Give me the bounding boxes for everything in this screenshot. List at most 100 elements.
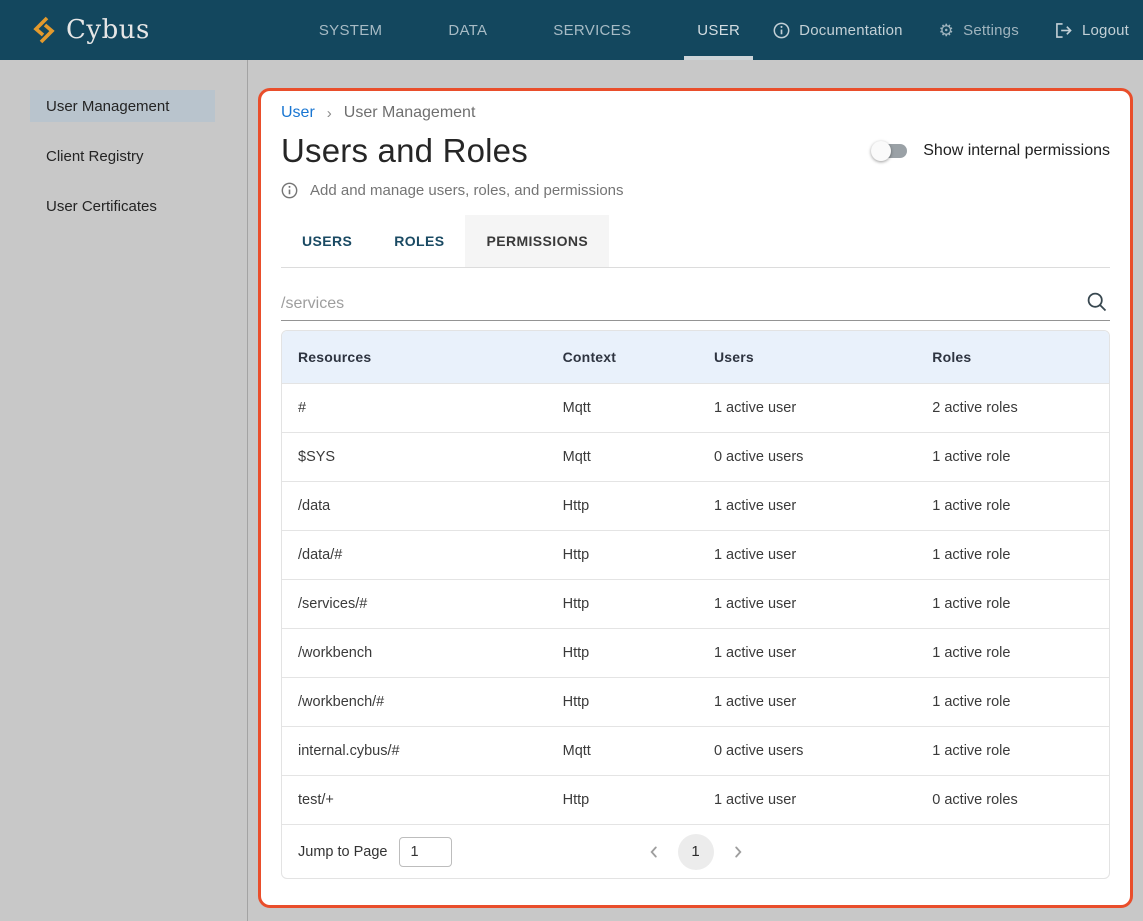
documentation-button[interactable]: Documentation	[773, 22, 903, 39]
previous-page-button[interactable]	[642, 840, 666, 864]
table-cell: /data	[282, 480, 547, 530]
table-cell: Mqtt	[546, 431, 698, 481]
sidebar: User Management Client Registry User Cer…	[0, 60, 248, 921]
table-cell: 1 active role	[916, 676, 1109, 726]
table-cell: 1 active role	[916, 529, 1109, 579]
table-row[interactable]: internal.cybus/# Mqtt 0 active users 1 acti…	[282, 725, 1109, 775]
table-cell: Http	[546, 774, 698, 824]
table-cell: 1 active role	[916, 431, 1109, 481]
table-cell: 0 active users	[697, 431, 917, 481]
table-row[interactable]: /services/# Http 1 active user 1 active rol…	[282, 578, 1109, 628]
table-cell: 1 active user	[697, 480, 917, 530]
nav-item-system[interactable]: SYSTEM	[318, 21, 383, 39]
table-cell: 2 active roles	[916, 382, 1109, 432]
gear-icon: ⚙	[938, 20, 955, 40]
logout-button[interactable]: Logout	[1055, 22, 1129, 39]
nav-item-services[interactable]: SERVICES	[553, 21, 632, 39]
table-cell: 0 active users	[697, 725, 917, 775]
chevron-left-icon	[649, 846, 657, 857]
show-internal-permissions-toggle[interactable]	[871, 141, 909, 161]
table-cell: 1 active user	[697, 382, 917, 432]
toggle-label: Show internal permissions	[923, 142, 1110, 159]
column-header-roles: Roles	[932, 348, 972, 365]
table-cell: 1 active user	[697, 676, 917, 726]
pagination: 1	[642, 833, 750, 870]
content-panel: User › User Management Users and Roles S…	[258, 88, 1133, 908]
table-cell: /workbench/#	[282, 676, 547, 726]
nav-item-user[interactable]: USER	[684, 0, 754, 60]
settings-button[interactable]: ⚙ Settings	[939, 22, 1019, 39]
table-cell: 1 active role	[916, 578, 1109, 628]
brand[interactable]: Cybus	[32, 15, 150, 45]
permissions-table-card: Resources Context Users Roles # Mqtt 1 act…	[281, 330, 1110, 879]
table-row[interactable]: $SYS Mqtt 0 active users 1 active role	[282, 431, 1109, 481]
table-row[interactable]: /workbench/# Http 1 active user 1 active ro…	[282, 676, 1109, 726]
column-header-resources: Resources	[298, 348, 372, 365]
table-cell: 0 active roles	[916, 774, 1109, 824]
column-header-users: Users	[713, 348, 754, 365]
table-cell: Http	[546, 529, 698, 579]
table-cell: $SYS	[282, 431, 547, 481]
jump-to-page-input[interactable]	[399, 836, 453, 867]
table-row[interactable]: test/+ Http 1 active user 0 active roles	[282, 774, 1109, 824]
tab-permissions[interactable]: PERMISSIONS	[465, 215, 610, 267]
search-input[interactable]	[281, 295, 1086, 313]
next-page-button[interactable]	[726, 840, 750, 864]
brand-name: Cybus	[66, 15, 150, 45]
page-number-button[interactable]: 1	[677, 833, 714, 870]
sidebar-item-client-registry[interactable]: Client Registry	[46, 147, 144, 165]
table-cell: internal.cybus/#	[282, 725, 547, 775]
table-cell: 1 active user	[697, 774, 917, 824]
tab-bar: USERS ROLES PERMISSIONS	[281, 215, 1110, 268]
documentation-label: Documentation	[799, 21, 903, 39]
main-nav: SYSTEM DATA SERVICES USER	[286, 0, 773, 60]
page-subtitle: Add and manage users, roles, and permiss…	[281, 182, 1110, 199]
search-icon[interactable]	[1086, 291, 1108, 313]
table-header-row: Resources Context Users Roles	[282, 331, 1109, 383]
table-row[interactable]: # Mqtt 1 active user 2 active roles	[282, 382, 1109, 432]
table-cell: /data/#	[282, 529, 547, 579]
search-bar	[281, 268, 1110, 321]
permissions-table: Resources Context Users Roles # Mqtt 1 act…	[282, 331, 1109, 824]
toggle-knob	[871, 141, 892, 161]
logout-icon	[1056, 22, 1072, 38]
nav-actions: Documentation ⚙ Settings Logout	[773, 22, 1129, 39]
internal-permissions-toggle-group: Show internal permissions	[871, 141, 1110, 161]
table-cell: 1 active role	[916, 480, 1109, 530]
tab-users[interactable]: USERS	[302, 233, 353, 249]
logout-label: Logout	[1081, 21, 1130, 39]
breadcrumb: User › User Management	[281, 104, 1110, 122]
column-header-context: Context	[562, 348, 617, 365]
table-cell: 1 active user	[697, 627, 917, 677]
table-cell: #	[282, 382, 547, 432]
table-cell: 1 active user	[697, 578, 917, 628]
table-cell: 1 active role	[916, 627, 1109, 677]
tab-roles[interactable]: ROLES	[394, 233, 445, 249]
table-cell: 1 active role	[916, 725, 1109, 775]
table-cell: test/+	[282, 774, 547, 824]
table-cell: Http	[546, 578, 698, 628]
breadcrumb-link-user[interactable]: User	[281, 104, 315, 121]
subtitle-text: Add and manage users, roles, and permiss…	[310, 182, 624, 199]
table-cell: /workbench	[282, 627, 547, 677]
table-footer: Jump to Page 1	[282, 824, 1109, 878]
info-icon	[773, 22, 790, 38]
page-title: Users and Roles	[281, 132, 528, 169]
table-row[interactable]: /data/# Http 1 active user 1 active role	[282, 529, 1109, 579]
jump-to-page-label: Jump to Page	[298, 843, 388, 860]
table-cell: Mqtt	[546, 382, 698, 432]
table-cell: /services/#	[282, 578, 547, 628]
chevron-right-icon	[734, 846, 742, 857]
table-row[interactable]: /data Http 1 active user 1 active role	[282, 480, 1109, 530]
nav-item-data[interactable]: DATA	[448, 21, 488, 39]
sidebar-item-user-management[interactable]: User Management	[30, 90, 215, 122]
sidebar-item-user-certificates[interactable]: User Certificates	[46, 197, 157, 215]
table-row[interactable]: /workbench Http 1 active user 1 active role	[282, 627, 1109, 677]
top-navbar: Cybus SYSTEM DATA SERVICES USER Document…	[0, 0, 1143, 60]
table-cell: Http	[546, 676, 698, 726]
breadcrumb-current: User Management	[343, 104, 476, 121]
table-body: # Mqtt 1 active user 2 active roles $SYS Mqtt…	[282, 382, 1109, 824]
info-icon	[281, 182, 298, 199]
main-area: User › User Management Users and Roles S…	[248, 60, 1143, 921]
chevron-right-icon: ›	[326, 104, 332, 122]
